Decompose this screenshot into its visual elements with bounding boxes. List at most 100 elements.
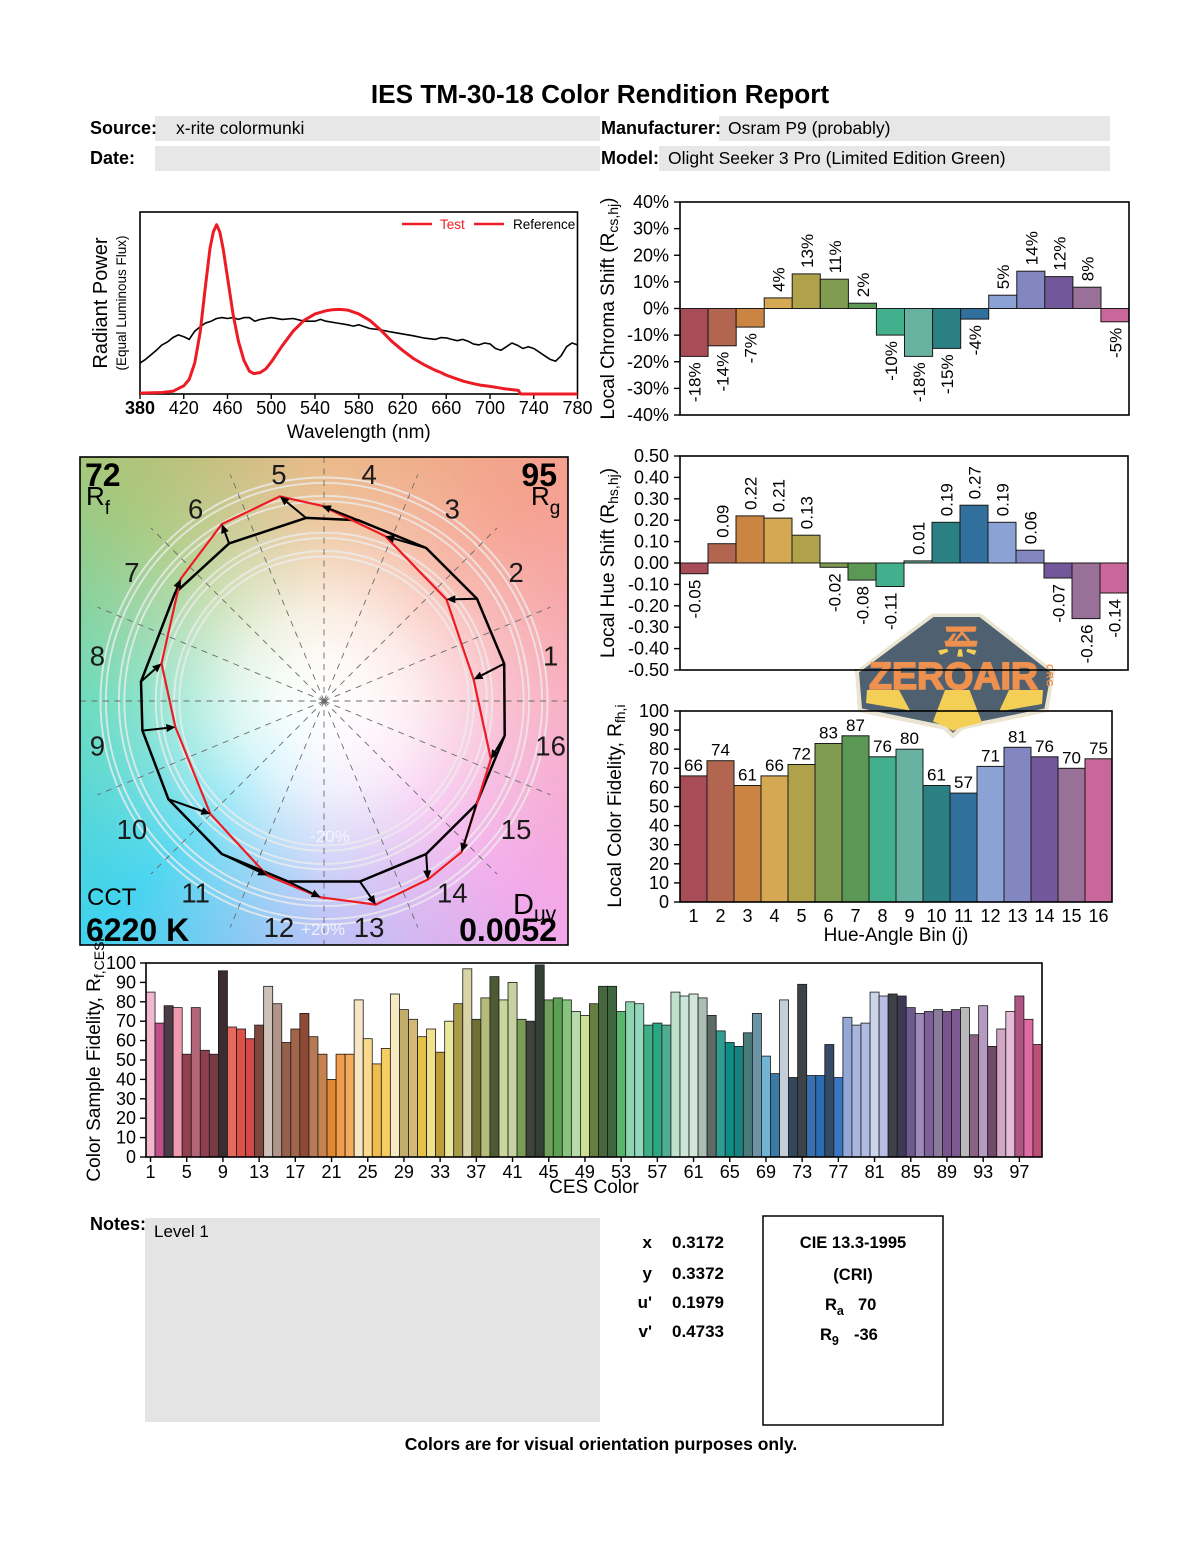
svg-text:u': u' (638, 1293, 652, 1312)
svg-text:45: 45 (539, 1162, 559, 1182)
svg-text:-7%: -7% (742, 333, 761, 363)
svg-text:Date:: Date: (90, 148, 135, 168)
svg-text:+20%: +20% (301, 920, 345, 939)
svg-text:Radiant Power: Radiant Power (90, 237, 112, 369)
svg-text:5: 5 (271, 459, 286, 490)
svg-text:Ra: Ra (825, 1296, 845, 1318)
svg-text:y: y (643, 1264, 653, 1283)
svg-text:50: 50 (116, 1050, 136, 1070)
svg-text:x-rite colormunki: x-rite colormunki (176, 118, 304, 138)
svg-text:21: 21 (321, 1162, 341, 1182)
svg-text:Hue-Angle Bin (j): Hue-Angle Bin (j) (824, 925, 969, 946)
svg-text:20: 20 (649, 854, 669, 874)
svg-text:11: 11 (954, 906, 973, 926)
svg-text:6: 6 (188, 493, 203, 524)
svg-text:57: 57 (647, 1162, 667, 1182)
svg-text:0.19: 0.19 (938, 483, 957, 516)
svg-text:76: 76 (1035, 737, 1054, 756)
svg-text:49: 49 (575, 1162, 595, 1182)
svg-text:780: 780 (562, 398, 592, 418)
svg-text:7: 7 (124, 557, 139, 588)
svg-text:0.20: 0.20 (634, 510, 669, 530)
svg-text:0.22: 0.22 (742, 477, 761, 510)
svg-text:5%: 5% (994, 265, 1013, 290)
svg-text:73: 73 (792, 1162, 812, 1182)
svg-text:13: 13 (1007, 906, 1027, 926)
svg-text:17: 17 (285, 1162, 305, 1182)
svg-text:50: 50 (649, 797, 669, 817)
svg-text:15: 15 (501, 814, 532, 845)
svg-text:-0.10: -0.10 (628, 574, 669, 594)
svg-text:Level 1: Level 1 (154, 1222, 209, 1241)
svg-text:-0.26: -0.26 (1078, 625, 1097, 664)
svg-text:14%: 14% (1022, 231, 1041, 265)
svg-text:Colors are for visual orientat: Colors are for visual orientation purpos… (405, 1434, 798, 1454)
svg-text:7: 7 (850, 906, 860, 926)
svg-text:10: 10 (926, 906, 946, 926)
svg-text:72: 72 (792, 745, 811, 764)
svg-text:Color Sample Fidelity, Rf,CESi: Color Sample Fidelity, Rf,CESi (84, 938, 107, 1181)
svg-text:70: 70 (858, 1296, 876, 1314)
svg-text:-0.14: -0.14 (1106, 599, 1125, 638)
svg-text:100: 100 (639, 701, 669, 721)
svg-text:500: 500 (256, 398, 286, 418)
svg-text:0.0052: 0.0052 (459, 912, 557, 948)
svg-text:ORG: ORG (1044, 664, 1055, 687)
svg-text:700: 700 (475, 398, 505, 418)
svg-text:0.30: 0.30 (634, 489, 669, 509)
svg-text:57: 57 (954, 773, 973, 792)
svg-text:-0.40: -0.40 (628, 639, 669, 659)
svg-text:0.27: 0.27 (966, 466, 985, 499)
svg-text:80: 80 (649, 739, 669, 759)
svg-text:(Equal Luminous Flux): (Equal Luminous Flux) (114, 235, 129, 370)
svg-text:25: 25 (358, 1162, 378, 1182)
svg-text:6220 K: 6220 K (86, 912, 189, 948)
svg-text:R9: R9 (820, 1326, 839, 1348)
svg-text:65: 65 (720, 1162, 740, 1182)
svg-text:40: 40 (649, 816, 669, 836)
svg-text:70: 70 (649, 758, 669, 778)
svg-text:Local Chroma Shift (Rcs,hj): Local Chroma Shift (Rcs,hj) (598, 197, 621, 419)
svg-text:85: 85 (901, 1162, 921, 1182)
svg-text:660: 660 (431, 398, 461, 418)
svg-text:-10%: -10% (627, 325, 669, 345)
svg-text:89: 89 (937, 1162, 957, 1182)
svg-text:29: 29 (394, 1162, 414, 1182)
svg-text:-0.20: -0.20 (628, 596, 669, 616)
svg-text:-10%: -10% (882, 341, 901, 381)
svg-text:70: 70 (116, 1011, 136, 1031)
svg-text:Wavelength (nm): Wavelength (nm) (287, 422, 431, 443)
svg-text:80: 80 (900, 729, 919, 748)
svg-text:71: 71 (981, 746, 1000, 765)
svg-text:2: 2 (715, 906, 725, 926)
svg-text:-0.30: -0.30 (628, 617, 669, 637)
svg-text:620: 620 (387, 398, 417, 418)
svg-text:-0.07: -0.07 (1050, 584, 1069, 623)
svg-text:0.3172: 0.3172 (672, 1233, 724, 1252)
svg-text:10: 10 (117, 814, 148, 845)
svg-text:-0.02: -0.02 (826, 573, 845, 612)
svg-text:5: 5 (796, 906, 806, 926)
svg-text:2: 2 (508, 557, 523, 588)
svg-text:0.40: 0.40 (634, 467, 669, 487)
svg-text:-15%: -15% (938, 354, 957, 394)
svg-text:12%: 12% (1050, 237, 1069, 271)
svg-text:-0.05: -0.05 (686, 580, 705, 619)
svg-text:10: 10 (116, 1128, 136, 1148)
svg-text:0.3372: 0.3372 (672, 1264, 724, 1283)
svg-text:4: 4 (361, 459, 376, 490)
svg-text:-4%: -4% (966, 325, 985, 355)
svg-text:4: 4 (769, 906, 779, 926)
svg-text:0.10: 0.10 (634, 532, 669, 552)
svg-text:60: 60 (116, 1031, 136, 1051)
svg-text:81: 81 (1008, 727, 1027, 746)
svg-text:93: 93 (973, 1162, 993, 1182)
svg-text:-5%: -5% (1107, 328, 1126, 358)
svg-text:-0.08: -0.08 (854, 586, 873, 625)
svg-text:-20%: -20% (627, 352, 669, 372)
svg-text:66: 66 (765, 756, 784, 775)
svg-text:-0.11: -0.11 (882, 593, 901, 631)
svg-text:-40%: -40% (627, 405, 669, 425)
svg-text:Source:: Source: (90, 118, 157, 138)
svg-text:97: 97 (1009, 1162, 1029, 1182)
